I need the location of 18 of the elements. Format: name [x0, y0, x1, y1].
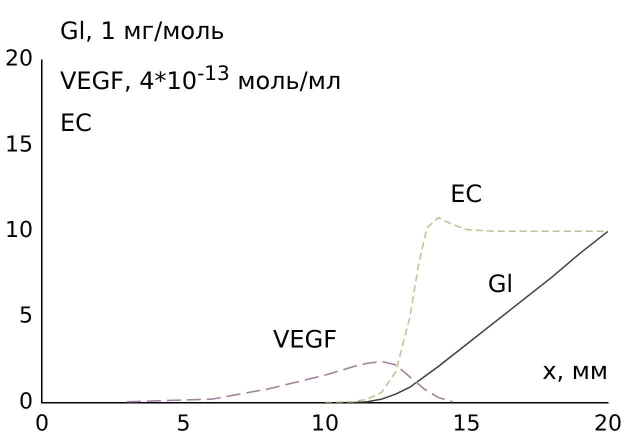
- x-tick-label: 0: [34, 412, 49, 437]
- x-tick-label: 10: [311, 412, 339, 437]
- annotation: VEGF, 4*10$^{-13}$ моль/мл: [60, 60, 342, 97]
- y-tick-label: 20: [4, 46, 33, 72]
- x-tick-label: 5: [176, 412, 190, 437]
- x-axis-title: x, мм: [542, 356, 608, 385]
- y-tick-label: 15: [4, 132, 33, 158]
- y-tick-label: 5: [18, 304, 33, 329]
- series-label: Gl: [488, 270, 514, 298]
- annotation: EC: [60, 108, 93, 139]
- x-tick-label: 15: [452, 412, 480, 437]
- text: Gl, 1 мг/моль: [60, 16, 226, 47]
- series-label: EC: [450, 180, 482, 208]
- line-series: [126, 360, 454, 402]
- y-tick-label: 10: [4, 218, 33, 244]
- y-tick-label: 0: [18, 389, 33, 414]
- x-tick-label: 20: [594, 412, 622, 437]
- series-label: VEGF: [273, 325, 337, 354]
